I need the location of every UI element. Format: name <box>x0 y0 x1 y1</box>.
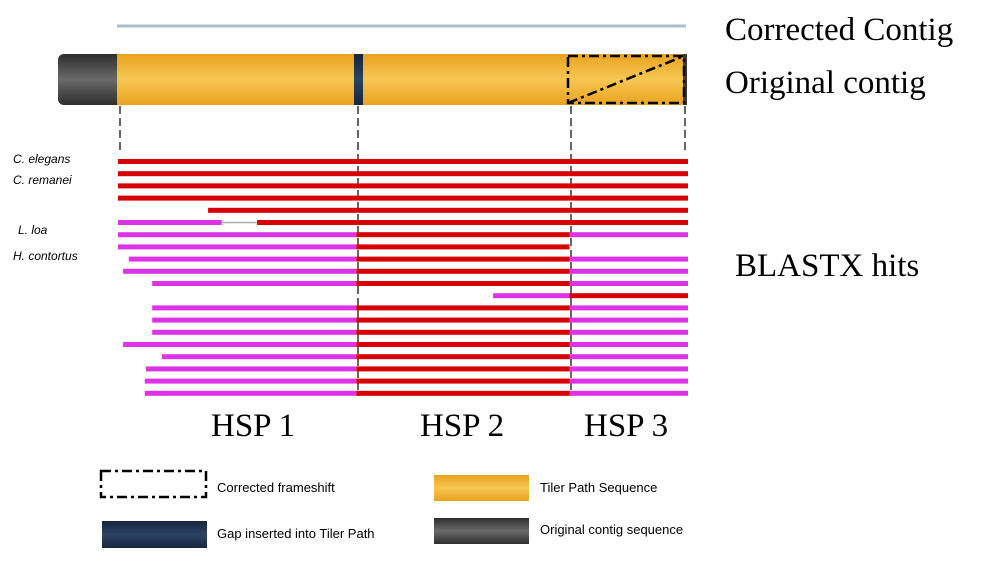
legend: Corrected frameshift Gap inserted into T… <box>99 469 683 548</box>
hit-segment-magenta <box>569 317 688 323</box>
blastx-hit-row <box>161 354 688 360</box>
hit-segment-red <box>356 366 570 372</box>
species-label-c-remanei: C. remanei <box>13 173 72 187</box>
hit-segment-red <box>118 183 688 189</box>
hit-segment-magenta <box>118 232 357 238</box>
hit-segment-red <box>118 171 688 177</box>
hit-segment-red <box>257 220 688 225</box>
corrected-contig-label: Corrected Contig <box>725 12 953 48</box>
blastx-hit-row <box>118 183 688 189</box>
legend-gap-label: Gap inserted into Tiler Path <box>217 526 375 541</box>
hit-segment-magenta <box>569 268 688 274</box>
hsp1-label: HSP 1 <box>211 408 295 444</box>
legend-original-label: Original contig sequence <box>540 522 683 537</box>
legend-frameshift-swatch <box>99 469 208 499</box>
hit-segment-red <box>118 195 688 201</box>
hit-segment-red <box>356 390 570 396</box>
blastx-hit-row <box>118 220 688 225</box>
hit-segment-red <box>356 342 570 347</box>
legend-tiler-label: Tiler Path Sequence <box>540 480 657 495</box>
hit-segment-magenta <box>569 305 688 311</box>
hit-segment-magenta <box>569 354 688 360</box>
blastx-hit-row <box>152 305 688 311</box>
hit-segment-magenta <box>493 293 570 299</box>
hit-segment-red <box>356 256 570 262</box>
blastx-hit-row <box>118 159 688 164</box>
blastx-hit-bars <box>118 159 688 396</box>
hit-segment-magenta <box>569 342 688 347</box>
original-contig-label: Original contig <box>725 65 926 101</box>
hsp-divider-lines <box>119 106 686 396</box>
hit-segment-red <box>356 281 570 286</box>
tiler-path-segment <box>117 54 683 105</box>
corrected-frameshift-box <box>566 54 686 105</box>
hit-segment-red <box>356 232 570 238</box>
hit-segment-magenta <box>128 256 357 262</box>
blastx-hit-row <box>118 244 570 250</box>
blastx-hit-row <box>123 268 688 274</box>
hit-segment-magenta <box>123 268 357 274</box>
hit-segment-magenta <box>118 220 222 225</box>
hit-segment-magenta <box>569 232 688 238</box>
hsp2-label: HSP 2 <box>420 408 504 444</box>
hit-segment-magenta <box>123 342 357 347</box>
legend-tiler-swatch <box>434 475 529 501</box>
hit-segment-magenta <box>569 378 688 384</box>
blastx-hit-row <box>118 171 688 177</box>
blastx-hit-row <box>123 342 688 347</box>
hit-segment-magenta <box>569 329 688 335</box>
hit-segment-red <box>356 244 570 250</box>
species-label-c-elegans: C. elegans <box>13 152 70 166</box>
hit-segment-magenta <box>569 390 688 396</box>
blastx-hit-row <box>493 293 688 299</box>
blastx-hit-row <box>145 366 688 372</box>
legend-gap-swatch <box>102 521 207 548</box>
hit-segment-magenta <box>161 354 357 360</box>
blastx-hit-row <box>152 329 688 335</box>
hit-segment-red <box>569 293 688 299</box>
legend-original-swatch <box>434 518 529 544</box>
hit-segment-red <box>356 378 570 384</box>
blastx-hit-row <box>128 256 688 262</box>
hit-segment-magenta <box>145 366 357 372</box>
species-label-h-contortus: H. contortus <box>13 249 78 263</box>
hit-segment-magenta <box>118 244 357 250</box>
hit-segment-magenta <box>152 317 357 323</box>
hit-segment-magenta <box>144 378 357 384</box>
original-contig-right-cap <box>683 54 687 105</box>
hit-segment-connector <box>221 221 257 224</box>
hit-segment-red <box>356 329 570 335</box>
hit-segment-magenta <box>152 281 357 286</box>
blastx-hit-row <box>118 195 688 201</box>
blastx-hit-row <box>152 317 688 323</box>
hsp3-label: HSP 3 <box>584 408 668 444</box>
gap-inserted-block <box>354 54 363 105</box>
hit-segment-magenta <box>569 256 688 262</box>
hit-segment-red <box>208 207 688 213</box>
blastx-hits-label: BLASTX hits <box>735 248 919 284</box>
hit-segment-red <box>356 305 570 311</box>
hit-segment-red <box>356 354 570 360</box>
blastx-hit-row <box>118 232 688 238</box>
hit-segment-magenta <box>152 329 357 335</box>
hit-segment-magenta <box>569 366 688 372</box>
original-contig-bar <box>58 54 687 105</box>
hit-segment-red <box>118 159 688 164</box>
original-contig-left-segment <box>58 54 122 105</box>
blastx-hit-row <box>208 207 688 213</box>
hit-segment-red <box>356 317 570 323</box>
blastx-hit-row <box>152 281 688 286</box>
blastx-hit-row <box>144 378 688 384</box>
blastx-hit-row <box>144 390 688 396</box>
hit-segment-magenta <box>152 305 357 311</box>
legend-frameshift-label: Corrected frameshift <box>217 480 335 495</box>
hit-segment-magenta <box>569 281 688 286</box>
hit-segment-red <box>356 268 570 274</box>
hit-segment-magenta <box>144 390 357 396</box>
species-label-l-loa: L. loa <box>18 223 48 237</box>
